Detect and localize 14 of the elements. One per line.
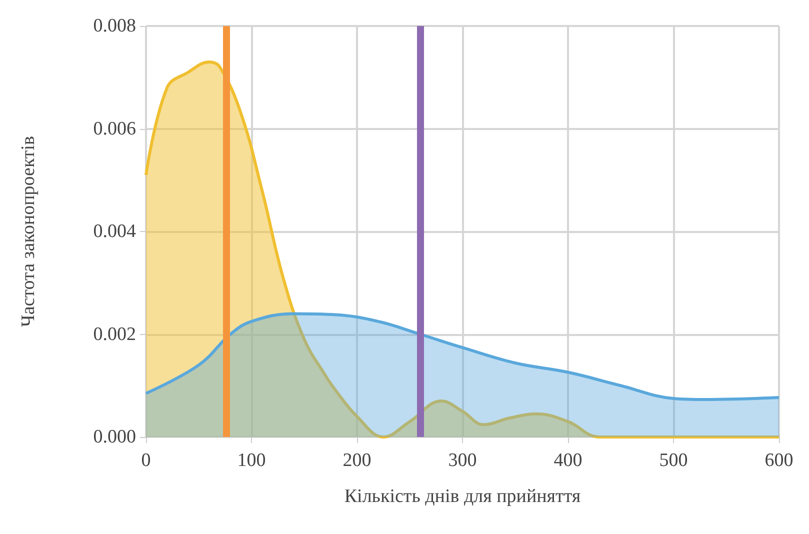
y-tick-label: 0.008 [93,16,136,36]
x-tick-label: 100 [237,450,266,471]
y-axis-title: Частота законопроектів [18,136,39,327]
x-tick-label: 0 [141,450,151,471]
x-tick-label: 600 [764,450,794,471]
x-tick-label: 200 [342,450,372,471]
y-tick-label: 0.002 [93,324,136,345]
y-tick-label: 0.006 [93,118,136,140]
x-tick-label: 300 [448,450,477,471]
x-tick-label: 400 [554,450,582,471]
y-tick-label: 0.000 [93,426,136,448]
x-axis-title: Кількість днів для прийняття [344,486,581,507]
x-tick-label: 500 [659,450,688,471]
y-tick-label: 0.004 [93,221,136,242]
